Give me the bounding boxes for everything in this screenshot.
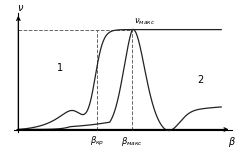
Text: $\beta$: $\beta$ <box>228 135 235 148</box>
Text: $\nu_{макс}$: $\nu_{макс}$ <box>134 17 156 27</box>
Text: 1: 1 <box>57 63 63 73</box>
Text: 2: 2 <box>197 75 204 85</box>
Text: $\beta_{кр}$: $\beta_{кр}$ <box>90 135 104 148</box>
Text: $\nu$: $\nu$ <box>17 3 24 13</box>
Text: $\beta_{макс}$: $\beta_{макс}$ <box>121 135 143 148</box>
